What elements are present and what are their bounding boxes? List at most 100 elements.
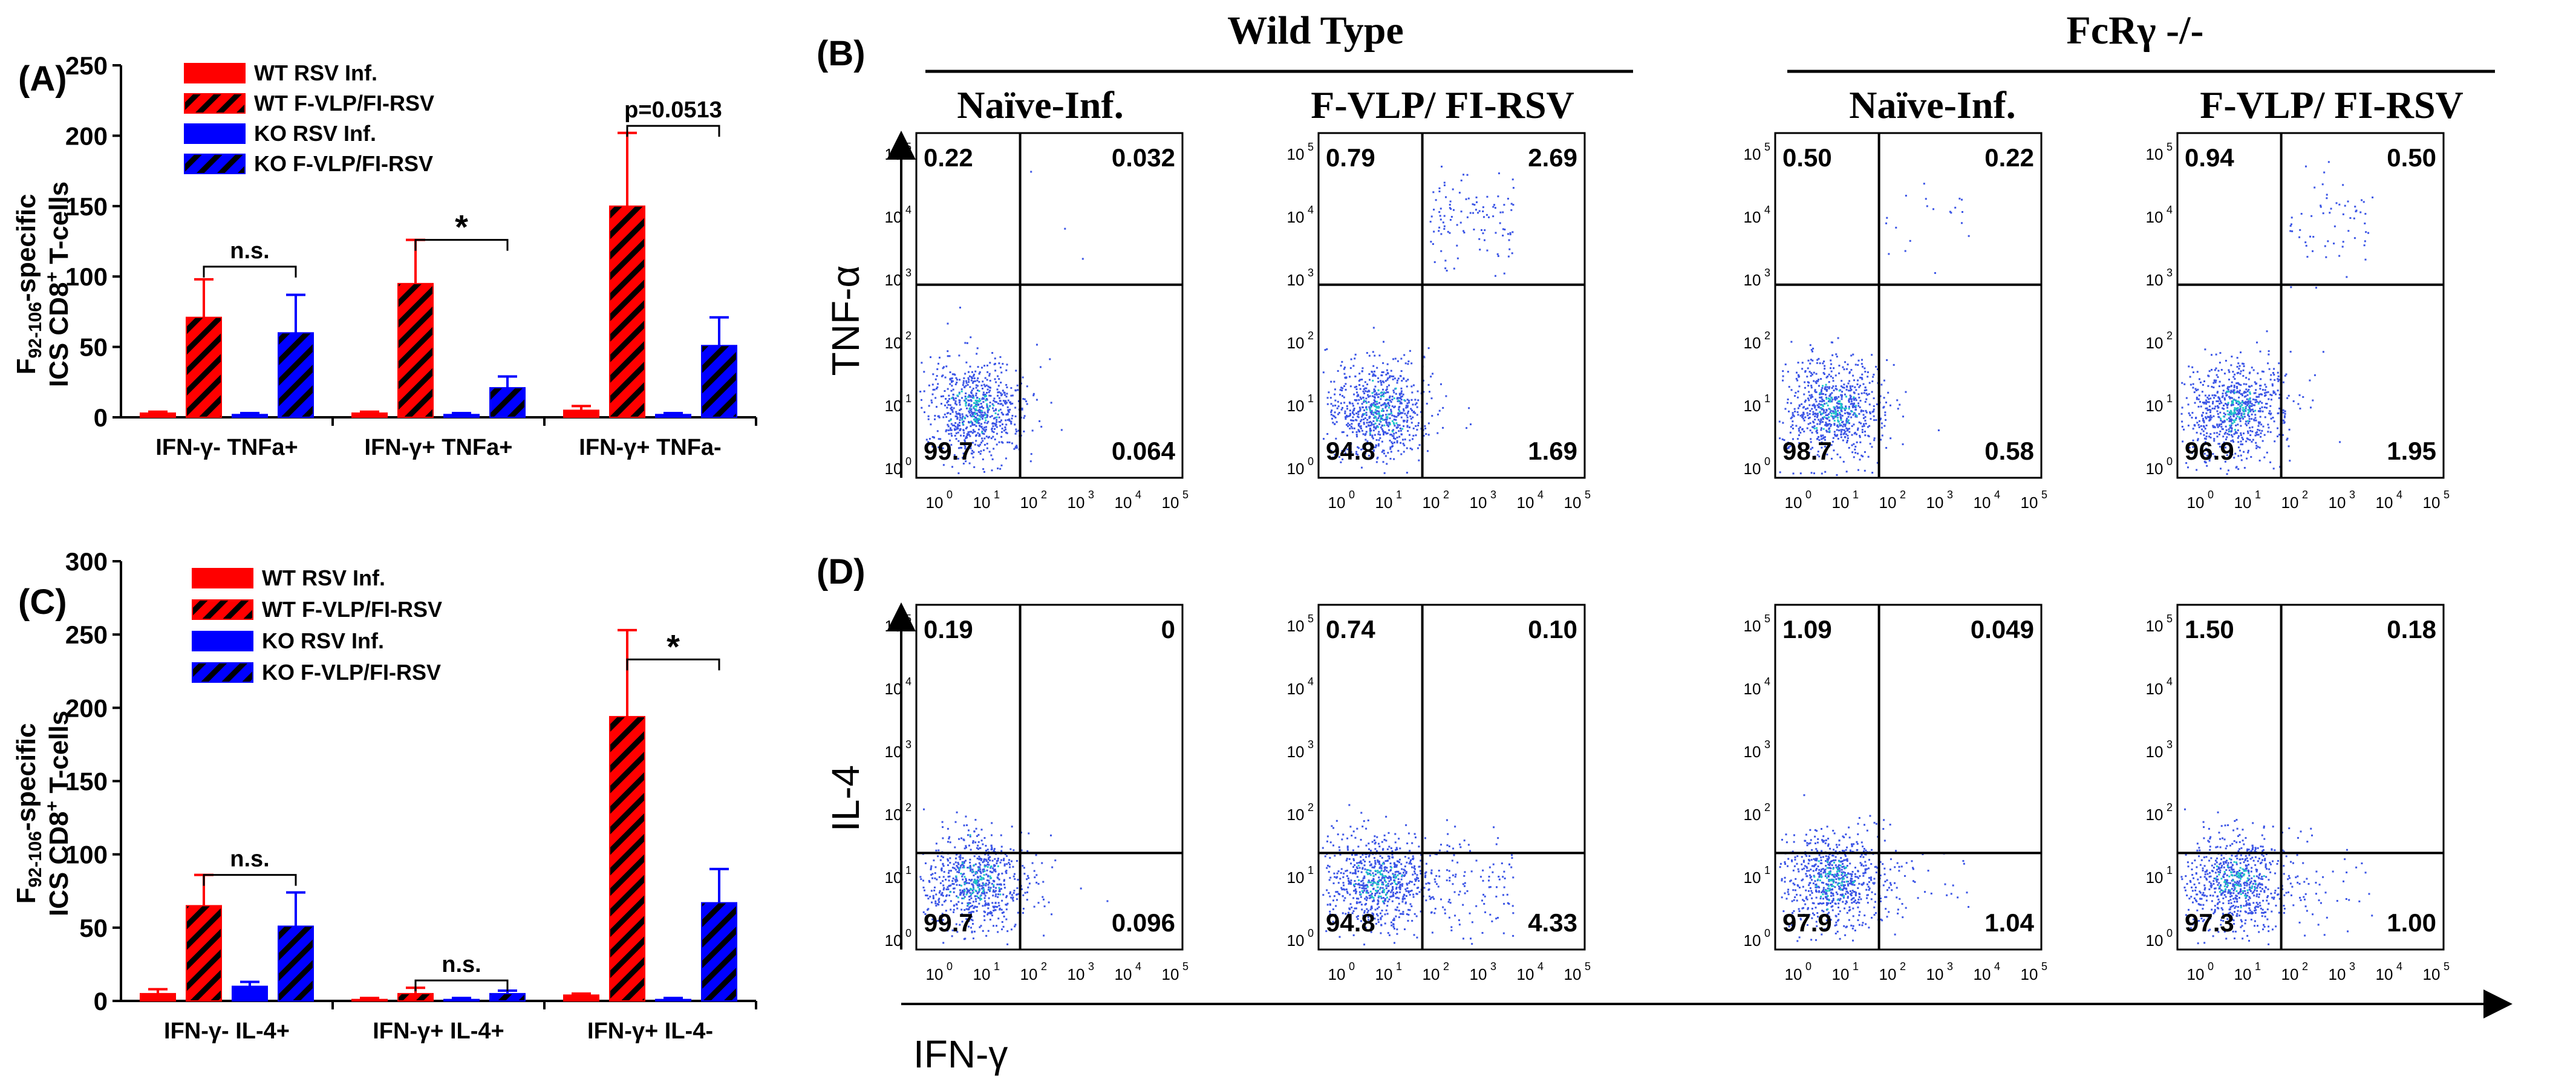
event-dot	[1345, 416, 1347, 419]
event-dot	[1382, 883, 1384, 885]
event-dot	[1400, 396, 1402, 398]
event-dot	[944, 899, 947, 902]
event-dot-dense	[1835, 411, 1837, 413]
event-dot-dense	[1383, 878, 1386, 881]
event-dot	[2273, 374, 2275, 376]
event-dot-sparse	[2325, 256, 2327, 258]
event-dot	[980, 441, 983, 444]
event-dot	[983, 437, 986, 440]
event-dot	[1363, 445, 1366, 448]
event-dot	[956, 418, 959, 420]
event-dot	[2251, 430, 2254, 432]
event-dot	[1899, 403, 1901, 406]
event-dot	[2218, 385, 2220, 388]
event-dot	[1355, 388, 1358, 391]
event-dot	[1000, 371, 1003, 374]
event-dot	[957, 447, 960, 449]
event-dot	[968, 844, 970, 847]
event-dot	[1414, 399, 1417, 401]
legend-label: WT F-VLP/FI-RSV	[254, 91, 434, 116]
event-dot	[920, 399, 922, 401]
event-dot	[1347, 849, 1349, 851]
event-dot	[1380, 932, 1382, 934]
x-log-tick-exponent: 5	[2041, 489, 2047, 501]
event-dot	[2219, 430, 2222, 432]
event-dot	[1837, 402, 1839, 405]
event-dot	[1406, 402, 1409, 405]
event-dot	[1853, 392, 1856, 394]
significance-label: n.s.	[442, 952, 481, 977]
event-dot-dense	[1394, 877, 1397, 879]
event-dot	[1797, 390, 1799, 393]
event-dot	[1398, 413, 1400, 415]
event-dot	[1808, 399, 1810, 402]
event-dot	[1374, 848, 1377, 850]
event-dot	[2220, 426, 2223, 428]
event-dot	[1811, 431, 1813, 434]
event-dot	[1012, 899, 1014, 902]
event-dot	[2205, 435, 2208, 438]
event-dot-dense	[1372, 875, 1375, 877]
event-dot	[924, 862, 927, 864]
event-dot	[1374, 400, 1376, 403]
event-dot	[1374, 385, 1377, 388]
event-dot	[1392, 873, 1394, 875]
event-dot	[1849, 397, 1851, 399]
event-dot	[993, 885, 995, 888]
event-dot	[1404, 362, 1407, 365]
event-dot	[1005, 457, 1007, 460]
event-dot	[1842, 425, 1844, 428]
event-dot	[1386, 859, 1389, 862]
event-dot	[993, 865, 996, 867]
event-dot	[1336, 407, 1339, 409]
significance-label: *	[667, 627, 680, 665]
event-dot	[1413, 934, 1415, 936]
event-dot	[2226, 406, 2229, 409]
event-dot	[928, 880, 930, 882]
event-dot-dense	[1373, 405, 1375, 407]
y-log-tick-exponent: 5	[905, 141, 911, 153]
y-log-tick-label: 10	[885, 868, 902, 887]
event-dot	[1380, 380, 1382, 382]
event-dot	[1864, 415, 1867, 418]
event-dot	[1009, 892, 1011, 894]
event-dot	[1358, 886, 1361, 888]
event-dot	[991, 352, 994, 354]
event-dot	[1843, 368, 1845, 371]
event-dot	[1809, 429, 1811, 432]
event-dot	[1815, 373, 1818, 375]
event-dot	[958, 391, 960, 394]
bar	[186, 316, 222, 418]
event-dot	[983, 449, 985, 451]
event-dot	[1810, 472, 1813, 474]
event-dot	[982, 380, 984, 383]
event-dot	[939, 890, 941, 892]
event-dot	[969, 891, 971, 894]
event-dot	[964, 342, 967, 344]
event-dot	[1848, 389, 1850, 392]
event-dot	[976, 910, 978, 912]
event-dot	[983, 411, 986, 414]
event-dot	[973, 855, 976, 858]
legend-label: KO RSV Inf.	[254, 121, 376, 146]
event-dot	[979, 898, 981, 900]
event-dot	[1379, 437, 1381, 439]
event-dot	[997, 468, 999, 470]
event-dot	[1414, 913, 1416, 915]
event-dot-sparse	[1502, 228, 1504, 230]
y-tick-label: 250	[65, 51, 108, 80]
event-dot	[1373, 426, 1375, 428]
event-dot	[1824, 403, 1826, 405]
event-dot-dense	[2257, 402, 2260, 405]
event-dot	[1813, 425, 1816, 428]
event-dot	[2236, 390, 2239, 393]
event-dot	[1335, 819, 1338, 822]
event-dot	[1410, 362, 1413, 365]
event-dot	[985, 398, 988, 400]
event-dot	[1451, 859, 1453, 862]
event-dot	[1374, 908, 1377, 911]
event-dot-dense	[976, 400, 979, 402]
event-dot-dense	[1379, 420, 1381, 422]
event-dot	[1373, 388, 1375, 391]
event-dot	[1363, 911, 1366, 914]
